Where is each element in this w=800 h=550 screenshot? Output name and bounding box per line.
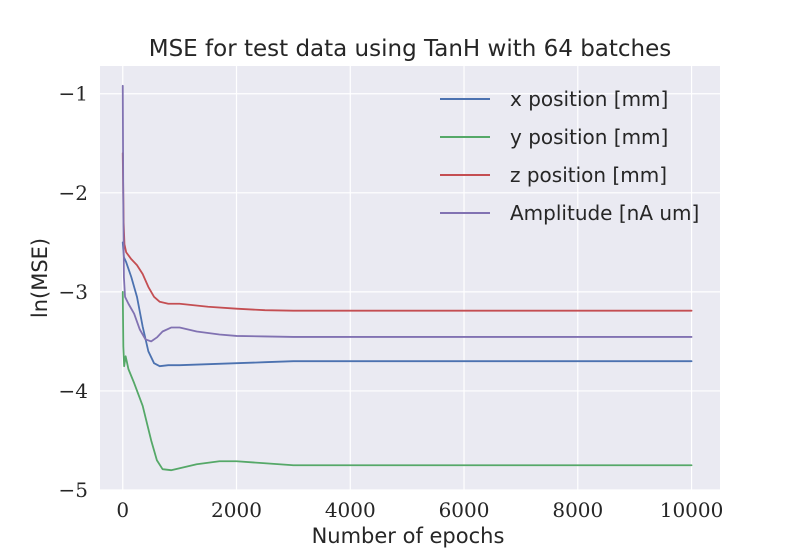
series-line-1 [121,290,693,472]
series-line-2 [121,152,693,312]
series-line-3 [121,84,693,343]
tick-labels: 0 2000 4000 6000 8000 10000 −5 −4 −3 −2 −1 [59,82,724,522]
series-lines [121,84,693,472]
x-tick-label: 10000 [660,498,724,522]
x-tick-label: 4000 [325,498,376,522]
legend-label-0: x position [mm] [510,87,668,111]
legend: x position [mm] y position [mm] z position… [440,87,699,225]
y-tick-label: −1 [59,82,88,106]
legend-label-1: y position [mm] [510,125,668,149]
y-tick-label: −4 [59,379,88,403]
y-tick-label: −2 [59,181,88,205]
series-line-0 [121,241,693,368]
chart-title: MSE for test data using TanH with 64 bat… [149,36,672,62]
x-tick-label: 8000 [552,498,603,522]
grid [100,66,720,491]
y-axis-label: ln(MSE) [28,238,52,318]
legend-label-3: Amplitude [nA um] [510,201,699,225]
legend-label-2: z position [mm] [510,163,667,187]
x-tick-label: 2000 [211,498,262,522]
y-tick-label: −5 [59,478,88,502]
x-tick-label: 6000 [439,498,490,522]
plot-background [100,66,720,490]
y-tick-label: −3 [59,280,88,304]
x-axis-label: Number of epochs [312,524,505,548]
x-tick-label: 0 [116,498,129,522]
